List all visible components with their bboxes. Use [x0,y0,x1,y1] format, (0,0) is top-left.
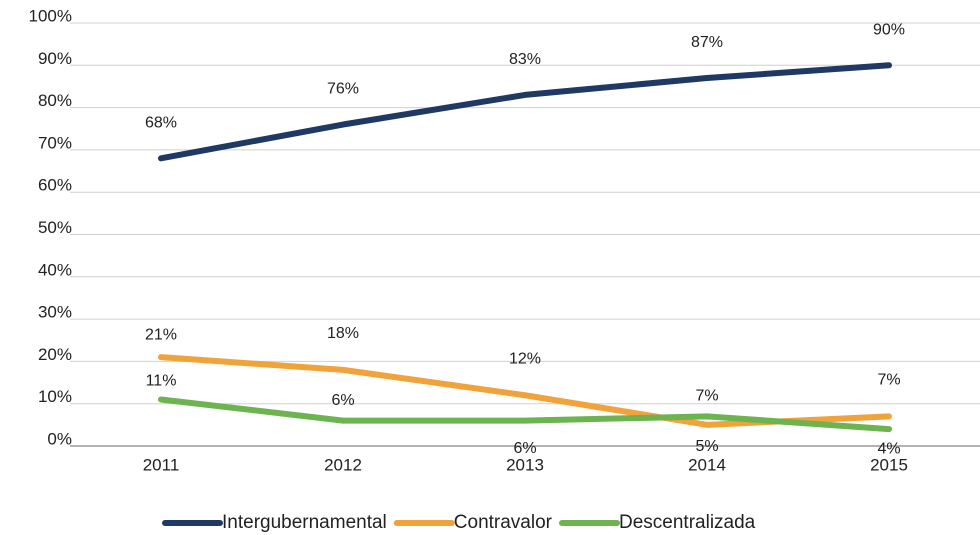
data-label: 11% [146,373,177,390]
legend-label: Contravalor [454,512,553,533]
y-tick-label: 60% [38,176,72,195]
data-label: 18% [327,325,359,342]
legend-label: Descentralizada [619,512,756,533]
legend-label: Intergubernamental [222,512,387,533]
line [158,396,892,433]
y-tick-label: 100% [29,6,72,25]
data-label: 76% [327,81,359,98]
data-label: 5% [695,438,718,455]
data-label: 7% [877,372,900,389]
data-label: 7% [695,388,718,405]
data-label: 6% [513,440,536,457]
y-tick-label: 20% [38,345,72,364]
y-tick-label: 40% [38,260,72,279]
data-label: 4% [877,440,900,457]
data-label: 12% [509,350,541,367]
data-label: 21% [145,326,177,343]
x-tick-label: 2012 [324,455,362,474]
data-label: 87% [691,34,723,51]
y-tick-label: 30% [38,303,72,322]
x-tick-label: 2015 [870,455,908,474]
data-label: 90% [873,22,905,39]
y-tick-label: 70% [38,133,72,152]
x-tick-label: 2011 [143,455,180,474]
y-tick-label: 80% [38,91,72,110]
y-tick-label: 0% [47,429,72,448]
y-tick-label: 10% [38,387,72,406]
data-label: 83% [509,51,541,68]
y-tick-label: 50% [38,218,72,237]
data-label: 68% [145,115,177,132]
line [158,62,892,162]
y-tick-label: 90% [38,49,72,68]
x-tick-label: 2013 [506,455,544,474]
data-label: 6% [331,392,354,409]
x-tick-label: 2014 [688,455,726,474]
